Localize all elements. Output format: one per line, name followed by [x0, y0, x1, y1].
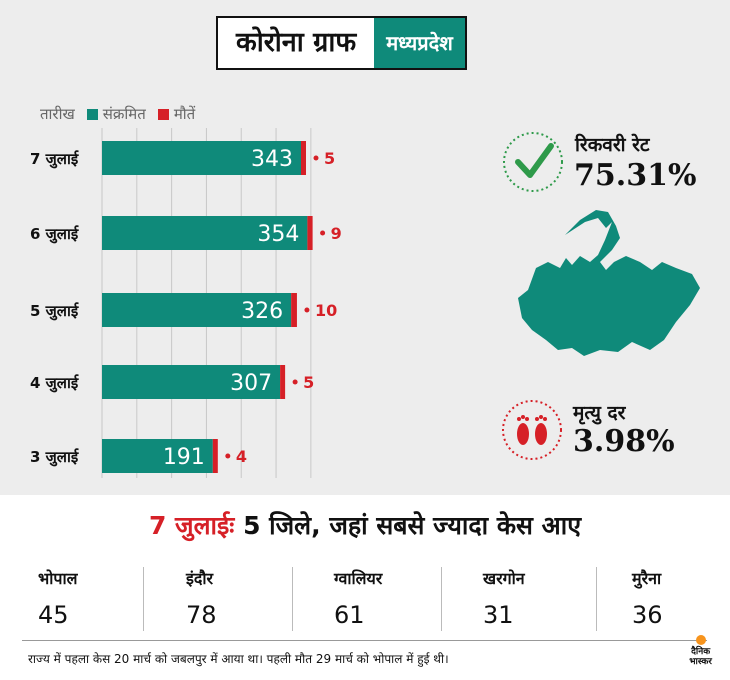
headline-text: 5 जिले, जहां सबसे ज्यादा केस आए — [234, 511, 582, 540]
district-name: मुरैना — [632, 569, 662, 588]
legend-deaths-label: मौतें — [173, 105, 196, 123]
chart-title: कोरोना ग्राफ — [236, 27, 357, 58]
deaths-bar — [307, 216, 313, 250]
district-panel: 7 जुलाईः 5 जिले, जहां सबसे ज्यादा केस आए… — [0, 495, 730, 680]
deaths-value-label: 5 — [324, 149, 335, 168]
deaths-bullet — [292, 379, 298, 385]
deaths-bar — [291, 293, 297, 327]
check-icon — [503, 132, 563, 192]
deaths-value-label: 10 — [315, 301, 337, 320]
deaths-value-label: 5 — [303, 373, 314, 392]
district-value: 78 — [186, 601, 217, 629]
infected-value-label: 191 — [163, 445, 205, 470]
brand-logo: दैनिक भास्कर — [689, 635, 712, 667]
legend-infected-swatch — [86, 108, 98, 120]
chart-bars: 7 जुलाई 343 5 6 जुलाई 354 9 5 जुलाई 326 10 4 जुला… — [30, 141, 342, 473]
infected-bar — [102, 439, 213, 473]
brand-line2: भास्कर — [689, 657, 712, 667]
infected-value-label: 307 — [230, 371, 272, 396]
infected-bar — [102, 365, 281, 399]
footprints-icon — [502, 400, 562, 460]
district-item: मुरैना 36 — [632, 567, 730, 631]
infected-bar — [102, 216, 308, 250]
infected-value-label: 326 — [241, 299, 283, 324]
district-value: 36 — [632, 601, 663, 629]
district-item: ग्वालियर 61 — [334, 567, 464, 631]
mortality-rate-value: 3.98% — [573, 424, 675, 459]
deaths-bullet — [225, 453, 231, 459]
deaths-bar — [212, 439, 218, 473]
legend-deaths-swatch — [157, 108, 169, 120]
brand-line1: दैनिक — [691, 647, 711, 657]
recovery-rate-label: रिकवरी रेट — [575, 134, 650, 156]
deaths-value-label: 4 — [236, 447, 247, 466]
mortality-rate-label: मृत्यु दर — [573, 402, 626, 424]
brand-dot-icon — [695, 635, 706, 645]
infected-bar — [102, 293, 292, 327]
recovery-rate-value: 75.31% — [574, 158, 697, 193]
legend: तारीख संक्रमित मौतें — [40, 104, 195, 124]
category-label: 6 जुलाई — [30, 225, 79, 244]
deaths-bar — [301, 141, 306, 175]
district-list: भोपाल 45 इंदौर 78 ग्वालियर 61 खरगोन 31 म… — [0, 567, 730, 637]
deaths-bullet — [320, 230, 326, 236]
deaths-bullet — [304, 307, 310, 313]
footnote: राज्य में पहला केस 20 मार्च को जबलपुर मे… — [28, 652, 449, 666]
district-value: 61 — [334, 601, 365, 629]
category-label: 3 जुलाई — [30, 448, 79, 467]
madhya-pradesh-map-icon — [518, 210, 700, 356]
headline-date: 7 जुलाईः — [148, 511, 235, 540]
district-name: ग्वालियर — [334, 569, 383, 588]
district-value: 31 — [483, 601, 514, 629]
district-item: भोपाल 45 — [38, 567, 168, 631]
divider — [292, 567, 293, 631]
bar-chart: 7 जुलाई 343 5 6 जुलाई 354 9 5 जुलाई 326 10 4 जुला… — [30, 128, 700, 478]
deaths-value-label: 9 — [331, 224, 342, 243]
divider — [143, 567, 144, 631]
district-headline: 7 जुलाईः 5 जिले, जहां सबसे ज्यादा केस आए — [0, 508, 730, 542]
title-box: कोरोना ग्राफ मध्यप्रदेश — [216, 16, 467, 70]
district-name: भोपाल — [38, 569, 78, 588]
category-label: 5 जुलाई — [30, 302, 79, 321]
category-label: 7 जुलाई — [30, 150, 79, 169]
district-name: खरगोन — [483, 569, 525, 588]
divider — [441, 567, 442, 631]
district-name: इंदौर — [186, 569, 214, 588]
infected-bar — [102, 141, 301, 175]
deaths-bullet — [313, 155, 319, 161]
footnote-divider — [22, 640, 707, 641]
deaths-bar — [280, 365, 286, 399]
district-item: खरगोन 31 — [483, 567, 613, 631]
divider — [596, 567, 597, 631]
state-label: मध्यप्रदेश — [374, 18, 465, 68]
infected-value-label: 354 — [257, 222, 299, 247]
district-value: 45 — [38, 601, 69, 629]
legend-date-label: तारीख — [40, 105, 75, 123]
legend-infected-label: संक्रमित — [102, 105, 146, 123]
district-item: इंदौर 78 — [186, 567, 316, 631]
category-label: 4 जुलाई — [30, 374, 79, 393]
infected-value-label: 343 — [251, 147, 293, 172]
